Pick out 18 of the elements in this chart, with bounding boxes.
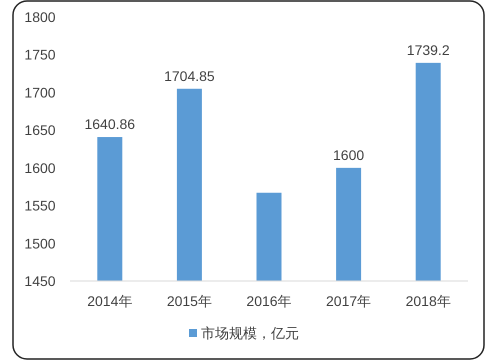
y-tick-label: 1650 — [24, 122, 56, 138]
legend-label: 市场规模，亿元 — [201, 325, 299, 341]
y-tick-label: 1800 — [24, 9, 56, 25]
y-tick-label: 1500 — [24, 235, 56, 252]
y-tick-label: 1550 — [24, 198, 56, 214]
y-tick-label: 1450 — [24, 273, 56, 289]
x-tick-label: 2014年 — [87, 293, 132, 309]
data-label: 1739.2 — [406, 42, 450, 58]
x-tick-label: 2016年 — [246, 293, 292, 309]
x-tick-label: 2018年 — [406, 293, 451, 309]
y-tick-label: 1750 — [24, 46, 56, 63]
x-tick-label: 2017年 — [326, 293, 372, 309]
x-tick-label: 2015年 — [166, 293, 212, 309]
data-label: 1600 — [333, 146, 364, 163]
data-label: 1640.86 — [84, 116, 136, 132]
y-tick-label: 1600 — [24, 160, 56, 176]
y-tick-label: 1700 — [24, 84, 56, 100]
data-label: 1704.85 — [164, 68, 215, 84]
